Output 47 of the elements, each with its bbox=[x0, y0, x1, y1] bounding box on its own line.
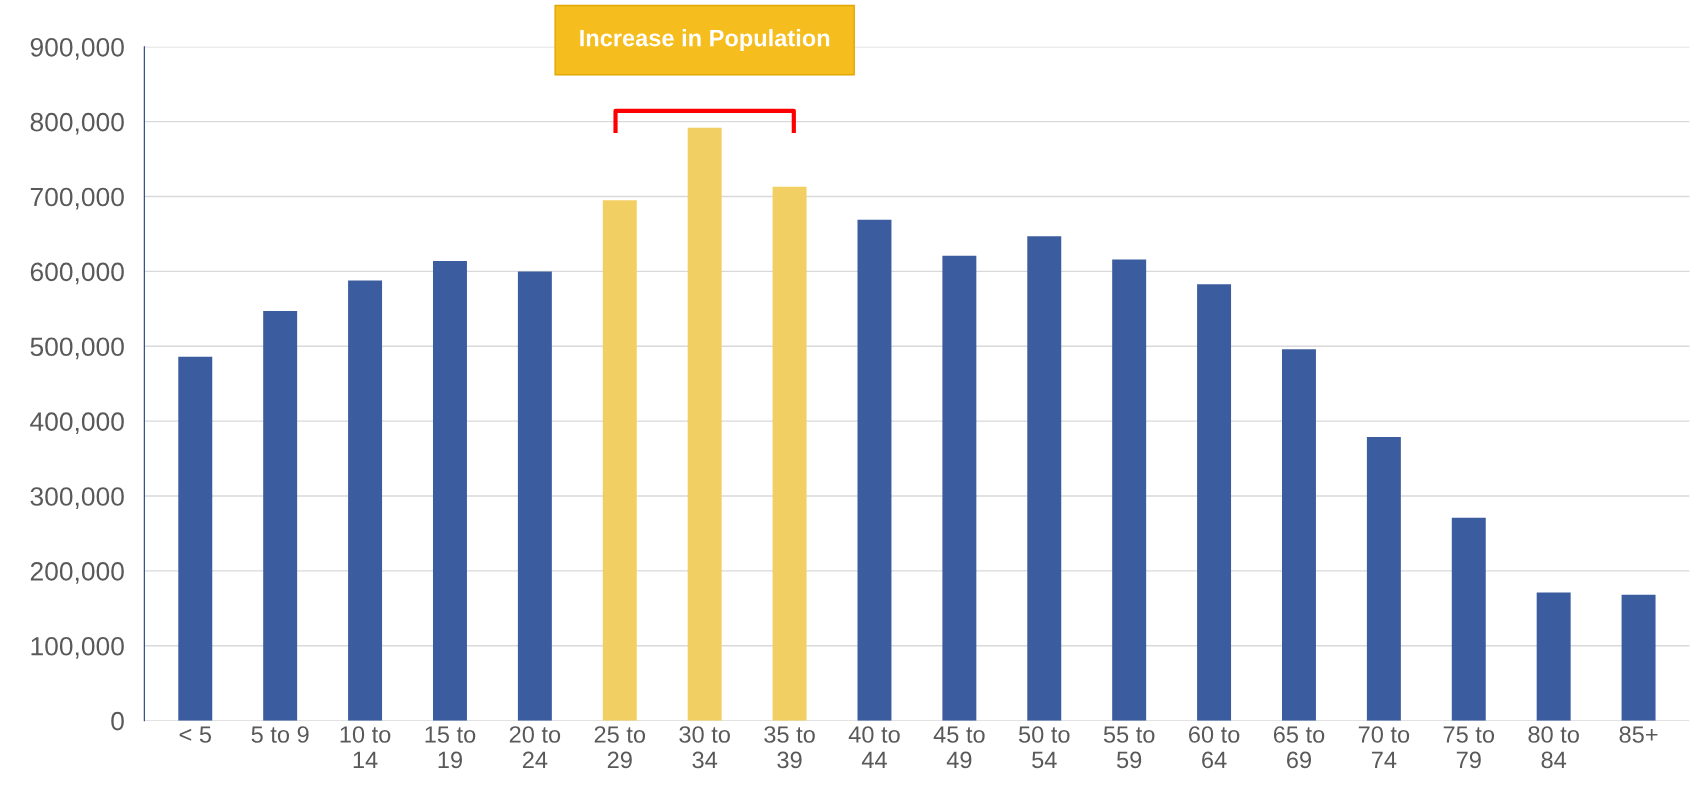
bar bbox=[1281, 349, 1316, 721]
bar bbox=[517, 271, 552, 721]
y-tick-label: 0 bbox=[111, 711, 124, 731]
x-tick-label: 15 to 19 bbox=[425, 726, 476, 769]
y-tick-label: 600,000 bbox=[30, 262, 124, 285]
bar bbox=[1451, 517, 1486, 721]
x-tick-label: 60 to 64 bbox=[1189, 726, 1240, 769]
x-tick-label: 10 to 14 bbox=[340, 726, 391, 769]
y-tick-label: 300,000 bbox=[30, 487, 124, 509]
bar bbox=[772, 186, 807, 721]
y-tick-label: 100,000 bbox=[31, 636, 124, 659]
bar bbox=[263, 311, 298, 721]
x-tick-label: < 5 bbox=[179, 726, 212, 743]
bar bbox=[687, 127, 722, 721]
y-tick-label: 200,000 bbox=[30, 562, 124, 584]
x-tick-label: 25 to 29 bbox=[594, 726, 646, 769]
x-tick-label: 45 to 49 bbox=[933, 726, 985, 769]
x-tick-label: 40 to 44 bbox=[848, 726, 900, 769]
bar bbox=[857, 219, 892, 721]
x-tick-label: 55 to 59 bbox=[1103, 726, 1155, 769]
y-tick-label: 800,000 bbox=[30, 112, 124, 135]
y-tick-label: 400,000 bbox=[30, 412, 124, 435]
x-tick-label: 80 to 84 bbox=[1528, 726, 1579, 769]
bar bbox=[602, 200, 637, 721]
x-tick-label: 50 to 54 bbox=[1018, 726, 1070, 769]
x-tick-label: 70 to 74 bbox=[1358, 726, 1410, 769]
bar bbox=[1366, 436, 1401, 721]
x-tick-label: 20 to 24 bbox=[509, 726, 561, 769]
bar bbox=[1027, 236, 1062, 721]
x-tick-label: 5 to 9 bbox=[251, 726, 309, 743]
y-tick-label: 900,000 bbox=[30, 37, 124, 60]
x-tick-label: 30 to 34 bbox=[679, 726, 730, 769]
bar bbox=[1112, 259, 1147, 721]
bar bbox=[348, 280, 383, 721]
bar bbox=[178, 356, 213, 721]
x-tick-label: 85+ bbox=[1619, 726, 1658, 743]
y-tick-label: 500,000 bbox=[30, 337, 124, 360]
bar bbox=[1536, 592, 1571, 721]
annotation: Increase in Population bbox=[580, 29, 830, 52]
bar bbox=[432, 260, 467, 721]
bar bbox=[1621, 594, 1656, 721]
bar bbox=[942, 255, 977, 721]
bar bbox=[1197, 284, 1232, 721]
x-tick-label: 35 to 39 bbox=[764, 726, 815, 769]
x-tick-label: 75 to 79 bbox=[1443, 726, 1495, 769]
y-tick-label: 700,000 bbox=[30, 187, 124, 210]
x-tick-label: 65 to 69 bbox=[1273, 726, 1325, 769]
